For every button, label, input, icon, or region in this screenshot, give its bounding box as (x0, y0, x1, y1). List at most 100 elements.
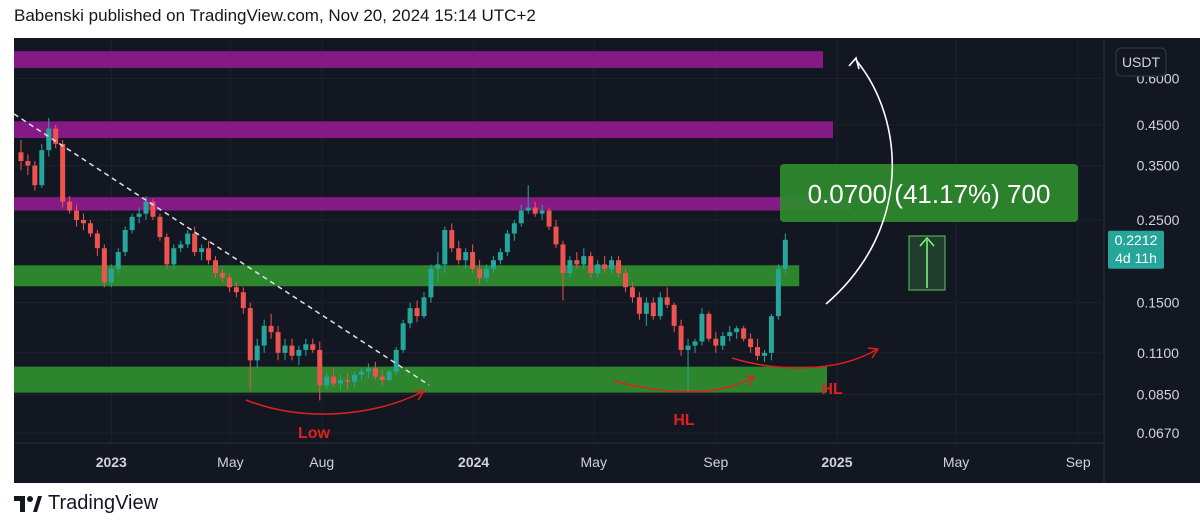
time-tick-label: May (581, 454, 607, 470)
candle-body (87, 223, 93, 234)
time-tick-label: Sep (703, 454, 728, 470)
candle-body (393, 349, 399, 372)
candle-body (25, 161, 31, 166)
price-chart[interactable]: 0.0700 (41.17%) 700 Low HL HL 0.6000 0.4500 0… (14, 38, 1200, 483)
candle-body (636, 297, 642, 314)
candle-body (609, 260, 615, 269)
candle-body (18, 152, 24, 162)
time-tick-label: 2025 (821, 454, 852, 470)
time-tick-label: 2023 (96, 454, 127, 470)
candle-body (358, 371, 364, 375)
candle-body (671, 304, 677, 326)
candle-body (268, 325, 274, 333)
candle-body (240, 292, 246, 309)
red-curve-arrow-3 (731, 349, 877, 369)
candle-body (532, 207, 538, 214)
candle-body (206, 248, 212, 261)
candle-body (539, 210, 545, 214)
bar-countdown-label: 4d 11h (1115, 250, 1157, 266)
candle-body (303, 344, 309, 350)
candle-body (143, 201, 149, 214)
projection-arrow-head (848, 56, 860, 70)
tradingview-logo-icon (14, 495, 42, 512)
candle-body (289, 345, 295, 356)
current-price-badge (1108, 230, 1164, 269)
downtrend-line (14, 113, 430, 386)
candle-body (657, 297, 663, 317)
candle-body (442, 230, 448, 265)
currency-button (1115, 47, 1167, 77)
candle-body (490, 260, 496, 269)
candle-body (32, 165, 38, 186)
candle-body (456, 248, 462, 261)
candle-body (379, 376, 385, 380)
measure-label: 0.0700 (41.17%) 700 (808, 179, 1051, 209)
time-tick-label: 2024 (458, 454, 489, 470)
candle-body (275, 332, 281, 353)
candle-body (713, 338, 719, 346)
candle-body (129, 216, 135, 231)
candle-body (768, 316, 774, 353)
candle-body (678, 325, 684, 350)
price-axis: 0.60000.45000.35000.25000.15000.11000.08… (1103, 38, 1200, 483)
candle-body (261, 325, 267, 346)
candle-body (213, 260, 219, 274)
candle-body (80, 220, 86, 224)
candle-body (400, 323, 406, 350)
red-curve-arrow-1 (245, 391, 423, 415)
candle-body (616, 260, 622, 274)
candle-body (338, 379, 344, 384)
current-price-label: 0.2212 (1115, 232, 1158, 248)
measure-arrow-head (919, 236, 935, 247)
candle-body (643, 302, 649, 314)
candle-body (254, 345, 260, 361)
red-curve-arrow-2 (613, 377, 753, 393)
candle-body (407, 308, 413, 324)
candle-body (449, 230, 455, 249)
candle-body (734, 328, 740, 333)
candle-body (692, 341, 698, 346)
publisher-line: Babenski published on TradingView.com, N… (14, 6, 536, 25)
candle-body (282, 345, 288, 353)
candle-body (199, 248, 205, 253)
candle-body (171, 248, 177, 265)
candle-body (46, 128, 52, 151)
candle-body (741, 328, 747, 339)
candle-body (247, 308, 253, 361)
candle-body (525, 207, 531, 211)
candle-body (324, 376, 330, 386)
time-tick-label: May (943, 454, 969, 470)
candle-body (706, 313, 712, 339)
time-tick-label: Aug (309, 454, 334, 470)
candle-body (720, 336, 726, 346)
candle-body (748, 338, 754, 348)
candle-body (122, 230, 128, 253)
red-curve-arrow-head-1 (413, 389, 426, 401)
currency-label: USDT (1122, 54, 1161, 70)
label-low: Low (298, 425, 331, 442)
price-tick-label: 0.1500 (1137, 295, 1180, 311)
candle-body (428, 268, 434, 298)
candle-body (504, 233, 510, 253)
candle-body (511, 223, 517, 234)
price-tick-label: 0.2500 (1137, 212, 1180, 228)
candle-body (94, 233, 100, 249)
candle-body (664, 297, 670, 305)
candle-body (602, 264, 608, 269)
candle-body (421, 297, 427, 317)
zone-support-low (14, 366, 828, 393)
candle-body (157, 216, 163, 238)
candle-body (351, 374, 357, 382)
candle-body (115, 252, 121, 269)
overlays: 0.0700 (41.17%) 700 Low HL HL (14, 56, 1078, 442)
candle-body (463, 252, 469, 261)
candle-body (331, 376, 337, 384)
candle-body (553, 226, 559, 245)
horizontal-zones (14, 51, 851, 393)
candle-body (219, 273, 225, 278)
candle-body (629, 287, 635, 298)
candle-body (345, 379, 351, 382)
candle-body (108, 268, 114, 283)
candle-body (775, 268, 781, 317)
